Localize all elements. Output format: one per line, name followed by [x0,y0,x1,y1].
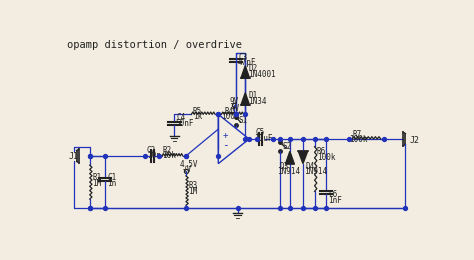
Text: 50nF: 50nF [176,119,194,128]
Text: 100k: 100k [221,112,240,121]
Text: C1: C1 [108,173,117,182]
Text: C4: C4 [177,113,186,122]
Text: 100k: 100k [317,153,335,162]
Text: R2: R2 [162,146,171,155]
Polygon shape [285,151,294,164]
Text: 100k: 100k [349,135,368,144]
Text: 1M: 1M [188,187,198,196]
Text: 1n: 1n [108,179,117,188]
Text: C6: C6 [328,190,337,199]
Text: +V: +V [183,165,192,174]
Text: J2: J2 [409,136,419,145]
Text: D3: D3 [279,162,288,171]
Text: D1: D1 [248,91,257,100]
Text: S1: S1 [238,116,247,125]
Text: D4: D4 [305,162,315,171]
Polygon shape [298,151,308,164]
Text: +: + [222,131,228,140]
Text: R1: R1 [92,173,101,182]
Text: opamp distortion / overdrive: opamp distortion / overdrive [66,41,242,50]
Text: 1nF: 1nF [328,196,342,205]
Text: C5: C5 [255,128,264,137]
Text: C2: C2 [146,146,156,155]
Text: D2: D2 [248,64,257,73]
Text: 10uF: 10uF [254,134,272,142]
Text: R6: R6 [317,147,326,156]
Polygon shape [241,93,249,105]
Text: 1N914: 1N914 [278,167,301,177]
Text: R4: R4 [225,107,234,116]
Text: 1N914: 1N914 [304,167,327,177]
Text: C3: C3 [238,53,247,62]
Text: J1: J1 [68,152,78,161]
Text: 10n: 10n [146,151,161,160]
Text: 1k: 1k [193,112,202,121]
Text: 1N34: 1N34 [248,97,267,106]
Text: 4.5V: 4.5V [180,160,198,169]
Text: 9V: 9V [229,98,238,106]
Text: R3: R3 [188,181,198,190]
Text: S2: S2 [283,142,292,151]
Text: 1N4001: 1N4001 [248,70,276,79]
Polygon shape [241,66,249,78]
Text: 1M: 1M [92,179,101,188]
Text: 10k: 10k [162,151,176,160]
Text: R5: R5 [193,107,202,116]
Text: R7: R7 [352,130,362,139]
Text: +V: +V [231,103,240,113]
Text: -: - [222,141,229,151]
Text: 47pF: 47pF [237,58,256,67]
